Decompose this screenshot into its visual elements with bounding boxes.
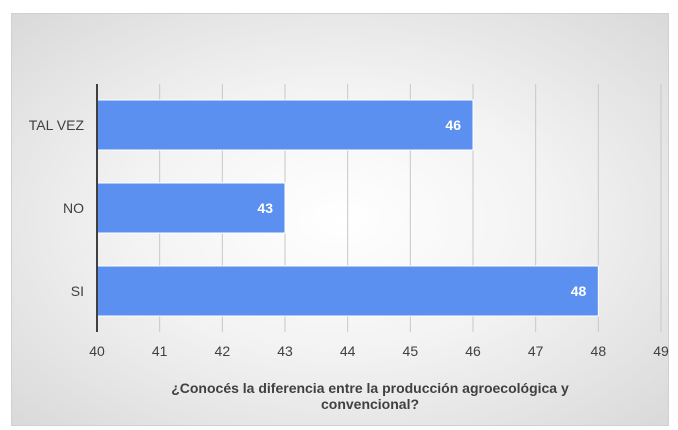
x-tick-label-40: 40	[89, 343, 105, 359]
x-tick-label-45: 45	[403, 343, 419, 359]
x-tick-label-47: 47	[528, 343, 544, 359]
x-tick-label-42: 42	[215, 343, 231, 359]
data-label-tal-vez: 46	[445, 117, 461, 133]
bar-si	[96, 265, 599, 317]
x-tick-label-41: 41	[152, 343, 168, 359]
x-tick-label-49: 49	[653, 343, 669, 359]
x-axis-title: ¿Conocés la diferencia entre la producci…	[171, 380, 569, 412]
data-label-no: 43	[257, 200, 273, 216]
x-tick-label-46: 46	[465, 343, 481, 359]
bar-tal-vez	[96, 99, 474, 151]
category-label-tal-vez: TAL VEZ	[29, 117, 85, 133]
category-label-si: SI	[71, 283, 84, 299]
x-tick-label-48: 48	[591, 343, 607, 359]
data-label-si: 48	[571, 283, 587, 299]
bar-no	[96, 182, 286, 234]
category-label-no: NO	[63, 200, 84, 216]
x-tick-label-44: 44	[340, 343, 356, 359]
x-tick-label-43: 43	[277, 343, 293, 359]
